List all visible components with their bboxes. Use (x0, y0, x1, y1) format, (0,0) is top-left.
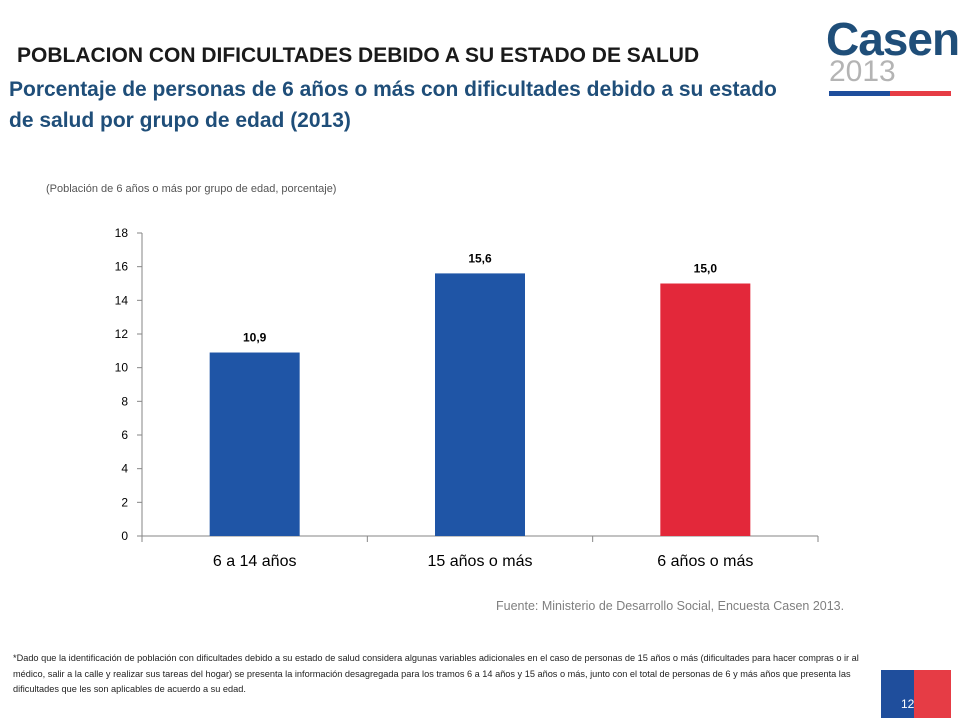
y-tick-label: 12 (115, 327, 129, 341)
source-note: Fuente: Ministerio de Desarrollo Social,… (496, 599, 845, 613)
y-tick-label: 14 (115, 293, 129, 307)
y-tick-label: 0 (121, 529, 128, 543)
chart-note: (Población de 6 años o más por grupo de … (46, 183, 337, 195)
logo-word: Casen (826, 13, 960, 65)
casen-logo: Casen 2013 (826, 12, 960, 98)
footnote: *Dado que la identificación de población… (13, 653, 859, 694)
y-tick-label: 18 (115, 226, 129, 240)
page-subtitle: Porcentaje de personas de 6 años o más c… (9, 78, 777, 132)
bar (435, 273, 525, 536)
logo-bar-red (890, 91, 951, 96)
x-category-label: 6 a 14 años (213, 553, 297, 570)
y-tick-label: 8 (121, 394, 128, 408)
page-title: POBLACION CON DIFICULTADES DEBIDO A SU E… (17, 44, 700, 67)
x-category-label: 6 años o más (657, 553, 753, 570)
y-tick-label: 4 (121, 462, 128, 476)
page-number: 12 (901, 697, 915, 711)
page-number-badge: 12 (881, 670, 951, 718)
y-tick-label: 2 (121, 495, 128, 509)
data-label: 10,9 (243, 331, 267, 345)
bar (209, 352, 300, 536)
x-category-label: 15 años o más (428, 553, 533, 570)
logo-year: 2013 (829, 55, 896, 88)
bar (660, 283, 751, 536)
badge-blue-block (881, 670, 914, 718)
y-tick-label: 10 (115, 361, 129, 375)
y-tick-label: 16 (115, 260, 129, 274)
data-label: 15,6 (468, 251, 492, 265)
logo-bar-blue (829, 91, 890, 96)
badge-red-block (914, 670, 951, 718)
y-tick-label: 6 (121, 428, 128, 442)
data-label: 15,0 (694, 262, 718, 276)
